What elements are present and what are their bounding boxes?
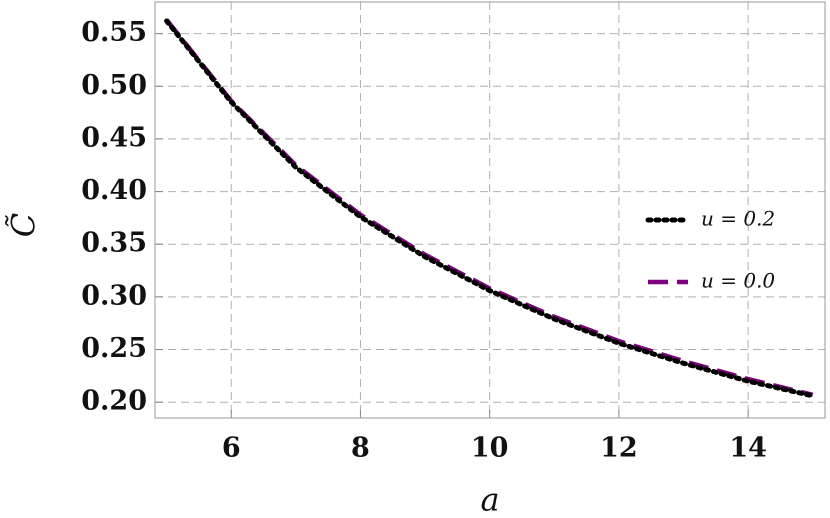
x-axis-label: a [480,481,499,518]
y-tick-label: 0.55 [81,17,147,48]
legend-label: u = 0.0 [701,269,775,293]
y-tick-label: 0.35 [81,228,147,259]
y-tick-label: 0.40 [81,175,147,206]
x-tick-label: 12 [600,433,638,464]
y-tick-label: 0.45 [81,122,147,153]
y-tick-label: 0.20 [81,386,147,417]
x-tick-label: 6 [222,433,241,464]
x-tick-label: 8 [351,433,370,464]
x-tick-label: 14 [729,433,767,464]
x-tick-label: 10 [471,433,509,464]
y-axis-label: C̃ [5,213,43,237]
plot-frame [154,1,826,419]
series-line [164,18,816,399]
y-tick-label: 0.50 [81,70,147,101]
y-tick-label: 0.30 [81,280,147,311]
y-tick-label: 0.25 [81,333,147,364]
legend-label: u = 0.2 [701,207,775,231]
